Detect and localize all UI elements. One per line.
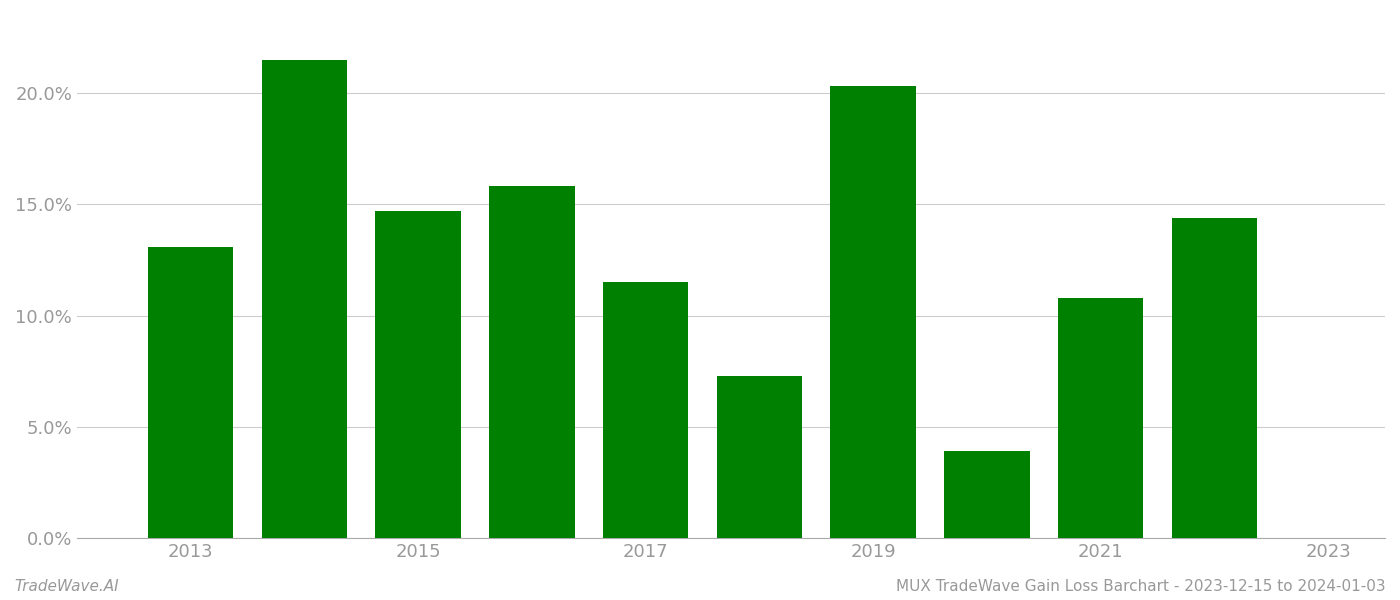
Bar xyxy=(262,59,347,538)
Bar xyxy=(489,187,574,538)
Bar xyxy=(148,247,234,538)
Bar xyxy=(1172,218,1257,538)
Bar xyxy=(1058,298,1144,538)
Bar xyxy=(830,86,916,538)
Bar xyxy=(375,211,461,538)
Bar xyxy=(944,451,1029,538)
Text: TradeWave.AI: TradeWave.AI xyxy=(14,579,119,594)
Text: MUX TradeWave Gain Loss Barchart - 2023-12-15 to 2024-01-03: MUX TradeWave Gain Loss Barchart - 2023-… xyxy=(896,579,1386,594)
Bar xyxy=(717,376,802,538)
Bar xyxy=(603,282,689,538)
